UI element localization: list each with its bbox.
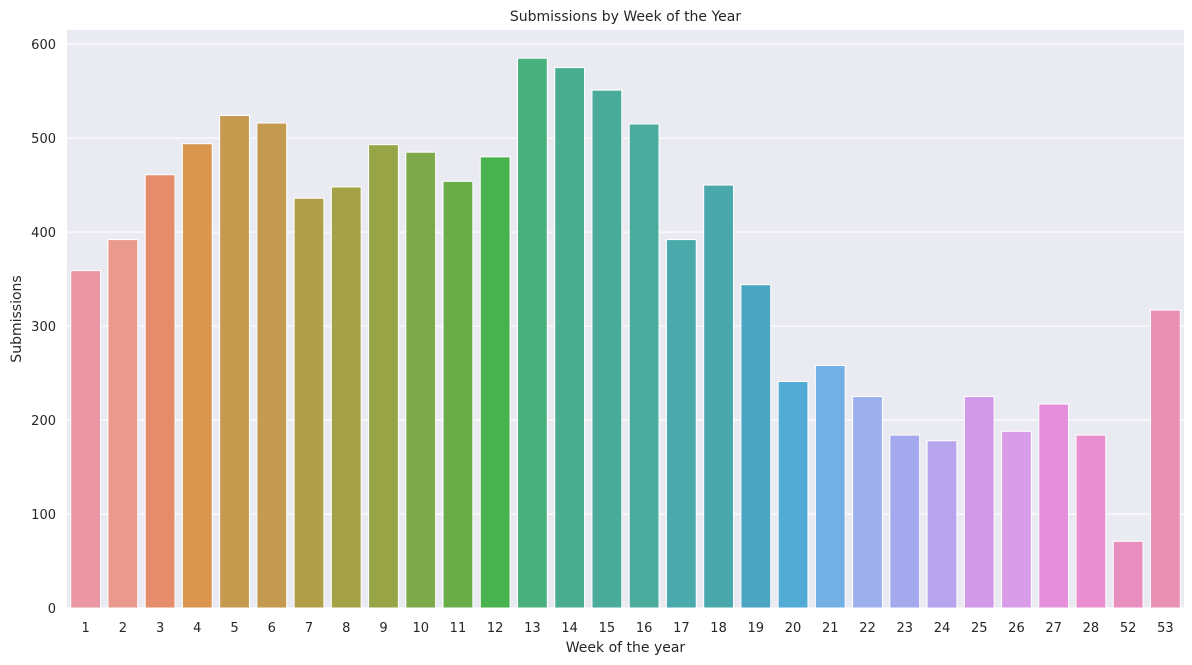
bar-week-5 [219, 115, 250, 609]
bar-week-52 [1112, 540, 1144, 609]
x-tick-label: 2 [119, 621, 127, 636]
x-tick-label: 13 [524, 621, 541, 636]
x-axis-label: Week of the year [566, 640, 686, 656]
x-tick-label: 12 [487, 621, 504, 636]
x-tick-label: 1 [81, 621, 89, 636]
bar-week-9 [368, 144, 399, 609]
x-tick-label: 25 [971, 621, 988, 636]
bar-week-16 [628, 123, 660, 609]
bar-week-23 [889, 434, 921, 609]
y-tick-label: 100 [31, 508, 56, 523]
x-axis-ticks: 1 2 3 4 5 6 7 8 9 10 11 12 13 14 15 16 17 18 19 20 21 22 23 24 2… [81, 621, 1173, 636]
y-tick-label: 400 [31, 226, 56, 241]
x-tick-label: 14 [561, 621, 578, 636]
bar-week-17 [665, 239, 697, 609]
bar-week-2 [107, 239, 139, 609]
bar-week-14 [554, 67, 586, 609]
bar-week-6 [256, 122, 288, 609]
bar-week-12 [479, 156, 511, 609]
gridlines [67, 43, 1184, 609]
bar-week-18 [703, 184, 734, 609]
x-tick-label: 5 [230, 621, 238, 636]
bars [70, 57, 1181, 609]
bar-week-19 [740, 284, 772, 609]
x-tick-label: 16 [636, 621, 653, 636]
x-tick-label: 9 [379, 621, 387, 636]
bar-week-27 [1038, 403, 1070, 609]
bar-week-13 [517, 57, 548, 609]
x-tick-label: 27 [1045, 621, 1062, 636]
x-tick-label: 23 [896, 621, 913, 636]
bar-week-8 [330, 186, 362, 609]
y-tick-label: 600 [31, 38, 56, 53]
x-tick-label: 15 [599, 621, 616, 636]
y-tick-label: 200 [31, 414, 56, 429]
y-axis-ticks: 0 100 200 300 400 500 600 [31, 38, 56, 617]
y-tick-label: 300 [31, 320, 56, 335]
y-axis-label: Submissions [9, 275, 25, 362]
y-tick-label: 0 [48, 602, 56, 617]
bar-week-22 [852, 396, 883, 609]
bar-week-28 [1075, 434, 1107, 609]
x-tick-label: 6 [268, 621, 276, 636]
x-tick-label: 20 [785, 621, 802, 636]
x-tick-label: 4 [193, 621, 201, 636]
bar-week-10 [405, 151, 437, 609]
bar-week-7 [293, 197, 325, 609]
bar-week-15 [591, 89, 623, 609]
x-tick-label: 53 [1157, 621, 1174, 636]
plot-area [67, 30, 1184, 608]
x-tick-label: 24 [934, 621, 951, 636]
x-tick-label: 18 [710, 621, 727, 636]
x-tick-label: 10 [412, 621, 429, 636]
bar-week-26 [1001, 430, 1032, 609]
x-tick-label: 22 [859, 621, 876, 636]
x-tick-label: 17 [673, 621, 690, 636]
bar-week-21 [814, 365, 846, 609]
x-tick-label: 3 [156, 621, 164, 636]
bar-week-25 [963, 396, 995, 609]
bar-week-53 [1149, 309, 1181, 609]
y-tick-label: 500 [31, 132, 56, 147]
x-tick-label: 8 [342, 621, 350, 636]
bar-week-3 [144, 174, 176, 609]
x-tick-label: 7 [305, 621, 313, 636]
x-tick-label: 52 [1120, 621, 1137, 636]
x-tick-label: 26 [1008, 621, 1025, 636]
chart-title: Submissions by Week of the Year [510, 9, 742, 25]
bar-week-20 [777, 380, 809, 609]
bar-week-1 [70, 270, 102, 609]
x-tick-label: 21 [822, 621, 839, 636]
bar-week-4 [181, 143, 213, 609]
x-tick-label: 11 [450, 621, 467, 636]
bar-week-24 [926, 440, 958, 609]
bar-week-11 [442, 180, 474, 609]
x-tick-label: 28 [1083, 621, 1100, 636]
x-tick-label: 19 [748, 621, 765, 636]
